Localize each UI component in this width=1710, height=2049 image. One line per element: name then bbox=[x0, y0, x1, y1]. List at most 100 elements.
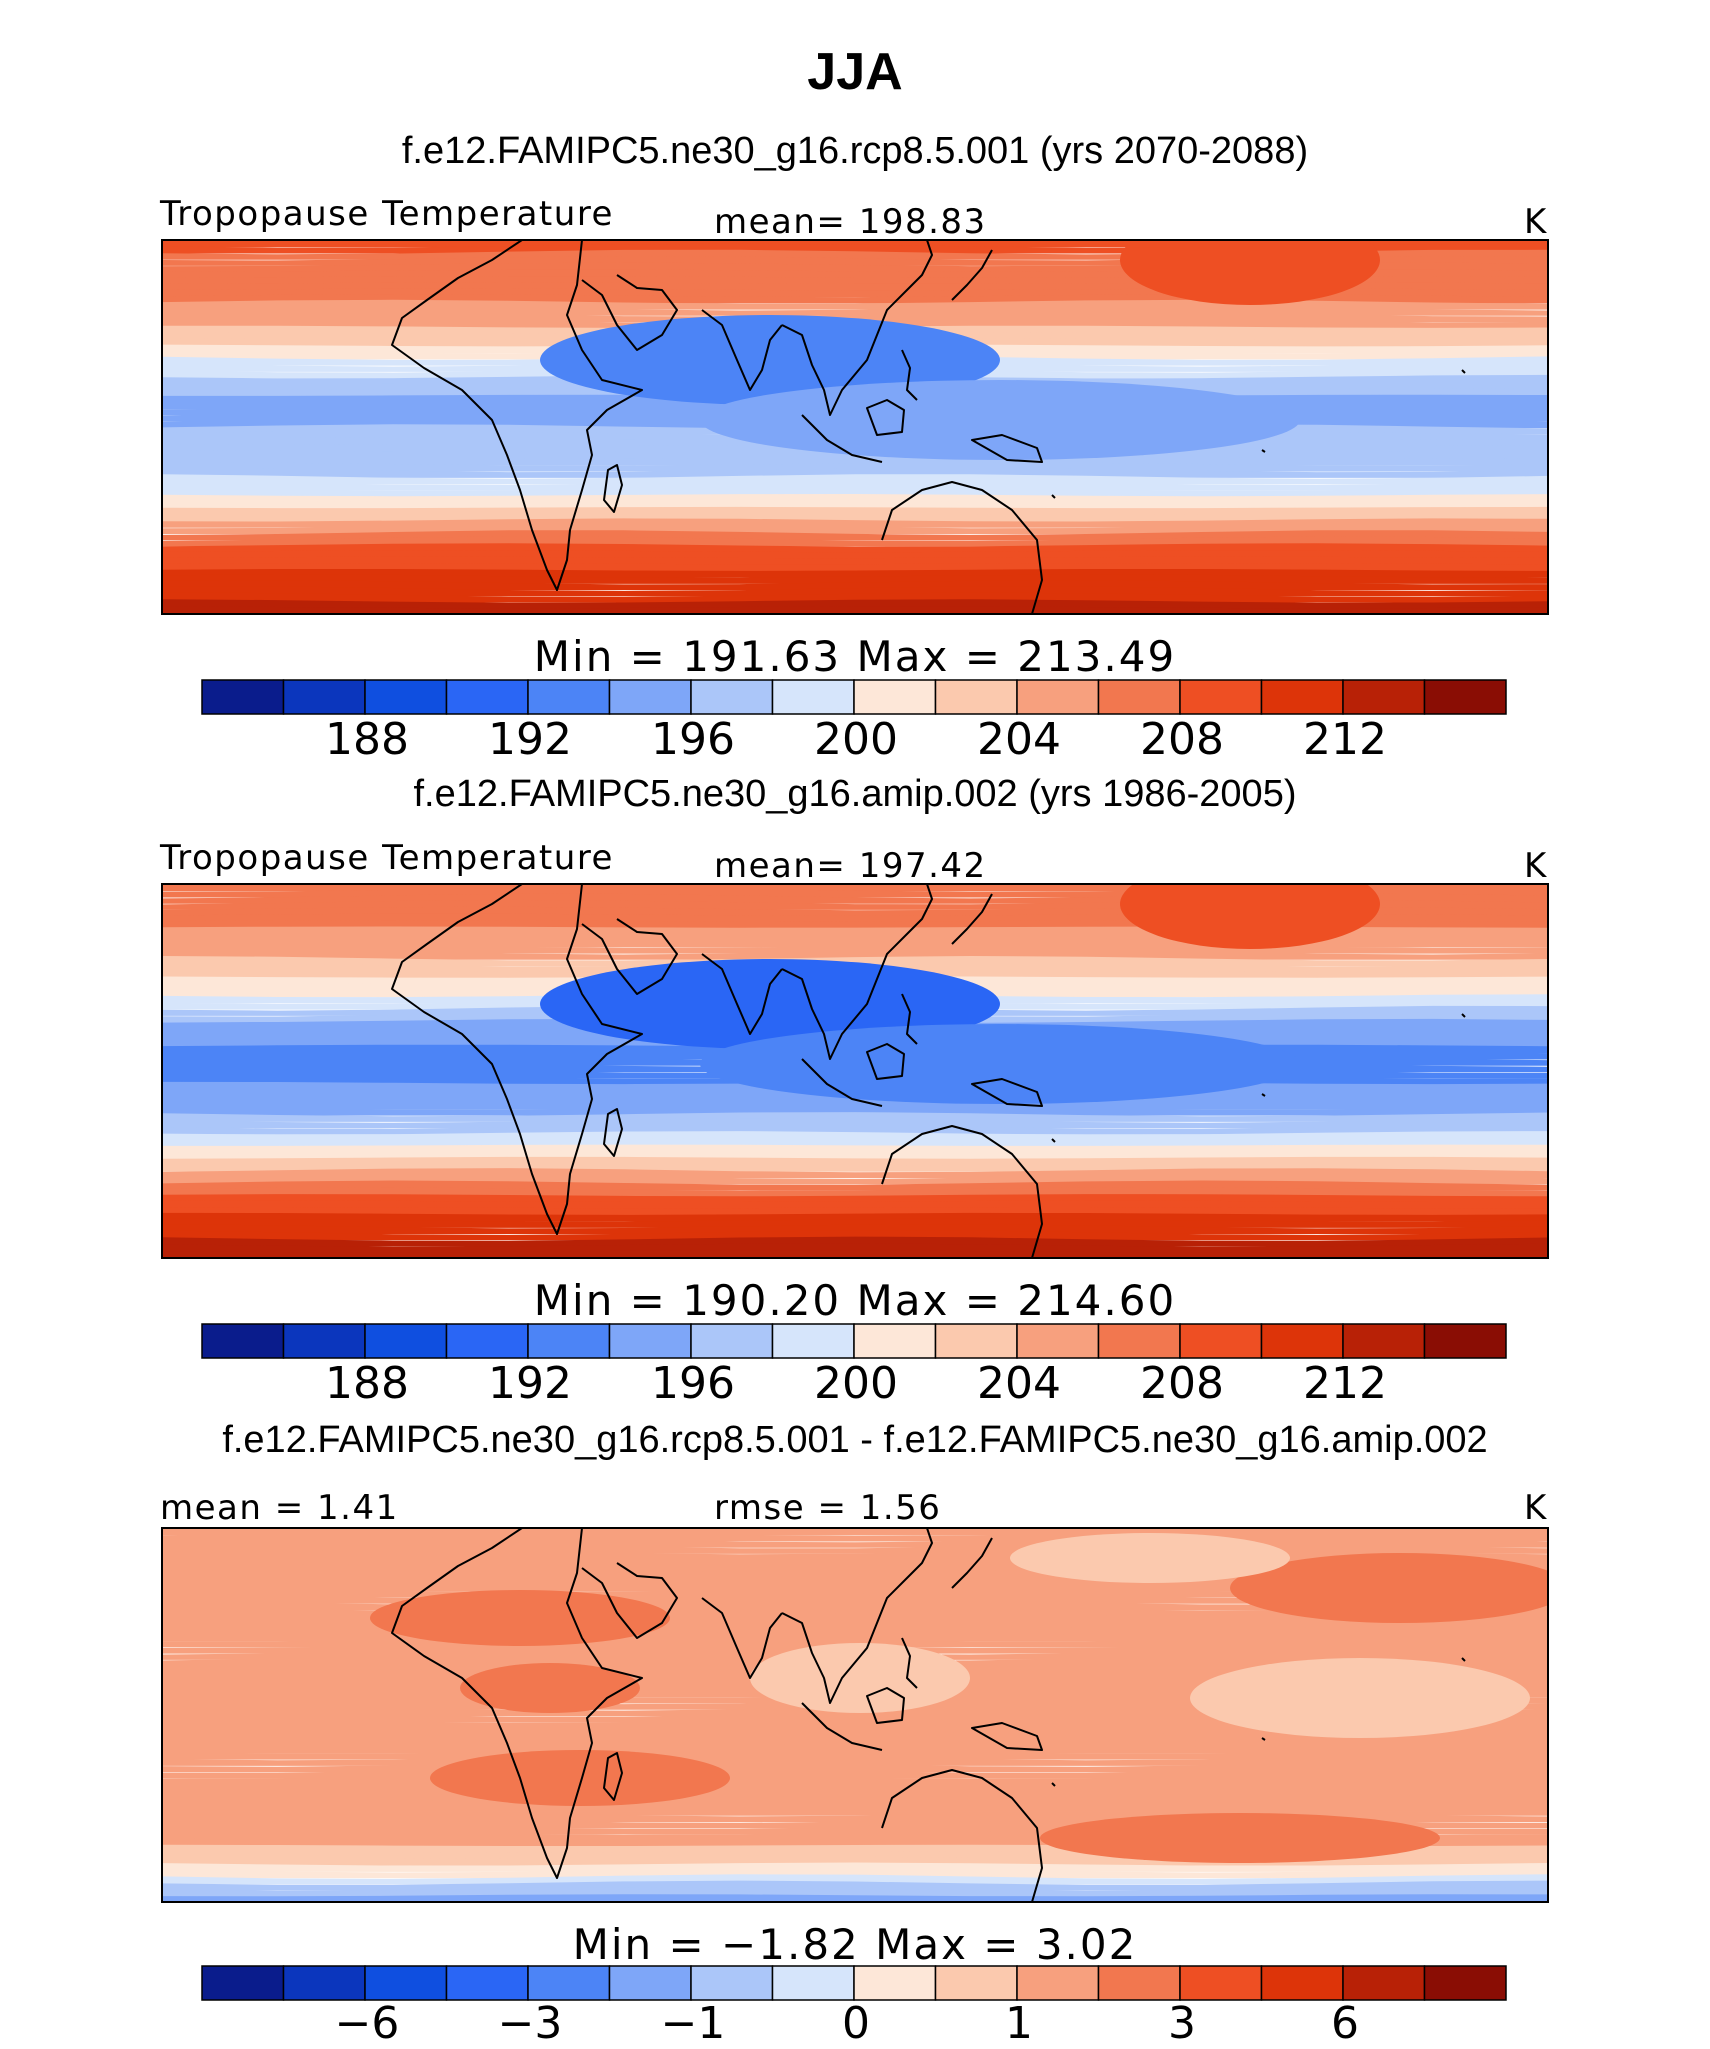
colorbar-swatch bbox=[690, 1323, 774, 1359]
colorbar-swatch bbox=[853, 679, 937, 715]
contour-band bbox=[162, 1874, 1548, 1885]
contour-band bbox=[162, 1725, 1548, 1735]
colorbar-swatch bbox=[1179, 1965, 1263, 2001]
map-field-1 bbox=[162, 240, 1548, 614]
contour-band bbox=[162, 599, 1548, 609]
contour-feature bbox=[1040, 1813, 1440, 1863]
colorbar-swatch bbox=[608, 679, 692, 715]
colorbar-tick: 212 bbox=[1303, 1358, 1387, 1409]
contour-band bbox=[162, 1732, 1548, 1741]
colorbar-swatch bbox=[1260, 1323, 1344, 1359]
colorbar-swatch bbox=[527, 679, 611, 715]
colorbar-swatch bbox=[445, 679, 529, 715]
colorbar-swatch bbox=[201, 679, 285, 715]
colorbar-tick: 1 bbox=[1005, 1998, 1033, 2049]
contour-feature bbox=[750, 1643, 970, 1713]
contour-band bbox=[162, 462, 1548, 472]
colorbar-swatch bbox=[608, 1965, 692, 2001]
colorbar-swatch bbox=[364, 1965, 448, 2001]
colorbar-swatch bbox=[690, 1965, 774, 2001]
contour-band bbox=[162, 943, 1548, 954]
panel1-minmax: Min = 191.63 Max = 213.49 bbox=[533, 632, 1177, 681]
colorbar-tick: 200 bbox=[814, 714, 898, 765]
colorbar-2 bbox=[201, 1323, 1507, 1359]
contour-feature bbox=[370, 1590, 670, 1646]
contour-feature bbox=[700, 380, 1300, 460]
colorbar-swatch bbox=[1097, 679, 1181, 715]
panel3-minmax: Min = −1.82 Max = 3.02 bbox=[572, 1920, 1138, 1969]
colorbar-swatch bbox=[445, 1965, 529, 2001]
contour-band bbox=[162, 468, 1548, 478]
colorbar-swatch bbox=[282, 1965, 366, 2001]
contour-band bbox=[162, 1138, 1548, 1147]
colorbar-swatch bbox=[201, 1323, 285, 1359]
colorbar-tick: 192 bbox=[488, 714, 572, 765]
map-panel-3 bbox=[161, 1527, 1549, 1903]
colorbar-swatch bbox=[1423, 679, 1507, 715]
contour-band bbox=[162, 580, 1548, 591]
map-field-2 bbox=[162, 884, 1548, 1258]
panel1-units-label: K bbox=[1524, 202, 1548, 242]
colorbar-swatch bbox=[1016, 1965, 1100, 2001]
colorbar-tick: 204 bbox=[977, 714, 1061, 765]
colorbar-swatch bbox=[1097, 1965, 1181, 2001]
colorbar-swatch bbox=[1423, 1323, 1507, 1359]
colorbar-tick: 188 bbox=[325, 1358, 409, 1409]
map-panel-1 bbox=[161, 239, 1549, 615]
contour-band bbox=[162, 606, 1548, 614]
contour-feature bbox=[1230, 1553, 1548, 1623]
map-frame bbox=[161, 1527, 1549, 1903]
colorbar-tick: 208 bbox=[1140, 1358, 1224, 1409]
panel2-variable-label: Tropopause Temperature bbox=[160, 838, 614, 878]
contour-band bbox=[162, 1106, 1548, 1116]
map-frame bbox=[161, 239, 1549, 615]
contour-feature bbox=[1010, 1533, 1290, 1583]
colorbar-tick: 208 bbox=[1140, 714, 1224, 765]
contour-band bbox=[162, 1200, 1548, 1210]
contour-band bbox=[162, 1224, 1548, 1235]
contour-band bbox=[162, 1112, 1548, 1122]
panel1-mean-label: mean= 198.83 bbox=[714, 202, 987, 242]
colorbar-swatch bbox=[1179, 1323, 1263, 1359]
contour-band bbox=[162, 592, 1548, 603]
colorbar-swatch bbox=[1097, 1323, 1181, 1359]
colorbar-swatch bbox=[771, 679, 855, 715]
colorbar-tick: −3 bbox=[497, 1998, 563, 2049]
panel3-units-label: K bbox=[1524, 1488, 1548, 1528]
colorbar-swatch bbox=[364, 679, 448, 715]
panel1-variable-label: Tropopause Temperature bbox=[160, 194, 614, 234]
contour-band bbox=[162, 1144, 1548, 1154]
colorbar-swatch bbox=[527, 1323, 611, 1359]
contour-band bbox=[162, 1131, 1548, 1141]
colorbar-tick: 204 bbox=[977, 1358, 1061, 1409]
colorbar-3 bbox=[201, 1965, 1507, 2001]
panel2-mean-label: mean= 197.42 bbox=[714, 846, 987, 886]
colorbar-swatch bbox=[1260, 679, 1344, 715]
contour-band bbox=[162, 487, 1548, 497]
contour-band bbox=[162, 1243, 1548, 1253]
map-panel-2 bbox=[161, 883, 1549, 1259]
figure-title: JJA bbox=[807, 43, 903, 101]
colorbar-tick: 0 bbox=[842, 1998, 870, 2049]
contour-band bbox=[162, 1230, 1548, 1241]
colorbar-swatch bbox=[445, 1323, 529, 1359]
contour-band bbox=[162, 494, 1548, 503]
contour-band bbox=[162, 586, 1548, 597]
contour-band bbox=[162, 1124, 1548, 1135]
colorbar-1 bbox=[201, 679, 1507, 715]
colorbar-swatch bbox=[690, 679, 774, 715]
colorbar-swatch bbox=[1342, 1965, 1426, 2001]
map-field-3 bbox=[162, 1528, 1548, 1902]
panel2-units-label: K bbox=[1524, 846, 1548, 886]
colorbar-swatch bbox=[1423, 1965, 1507, 2001]
colorbar-swatch bbox=[527, 1965, 611, 2001]
contour-band bbox=[162, 1212, 1548, 1222]
colorbar-swatch bbox=[934, 679, 1018, 715]
panel3-mean-label: mean = 1.41 bbox=[160, 1488, 399, 1528]
contour-band bbox=[162, 1194, 1548, 1203]
colorbar-swatch bbox=[771, 1965, 855, 2001]
contour-band bbox=[162, 1582, 1548, 1592]
panel3-case-title: f.e12.FAMIPC5.ne30_g16.rcp8.5.001 - f.e1… bbox=[222, 1419, 1488, 1461]
contour-band bbox=[162, 1207, 1548, 1216]
